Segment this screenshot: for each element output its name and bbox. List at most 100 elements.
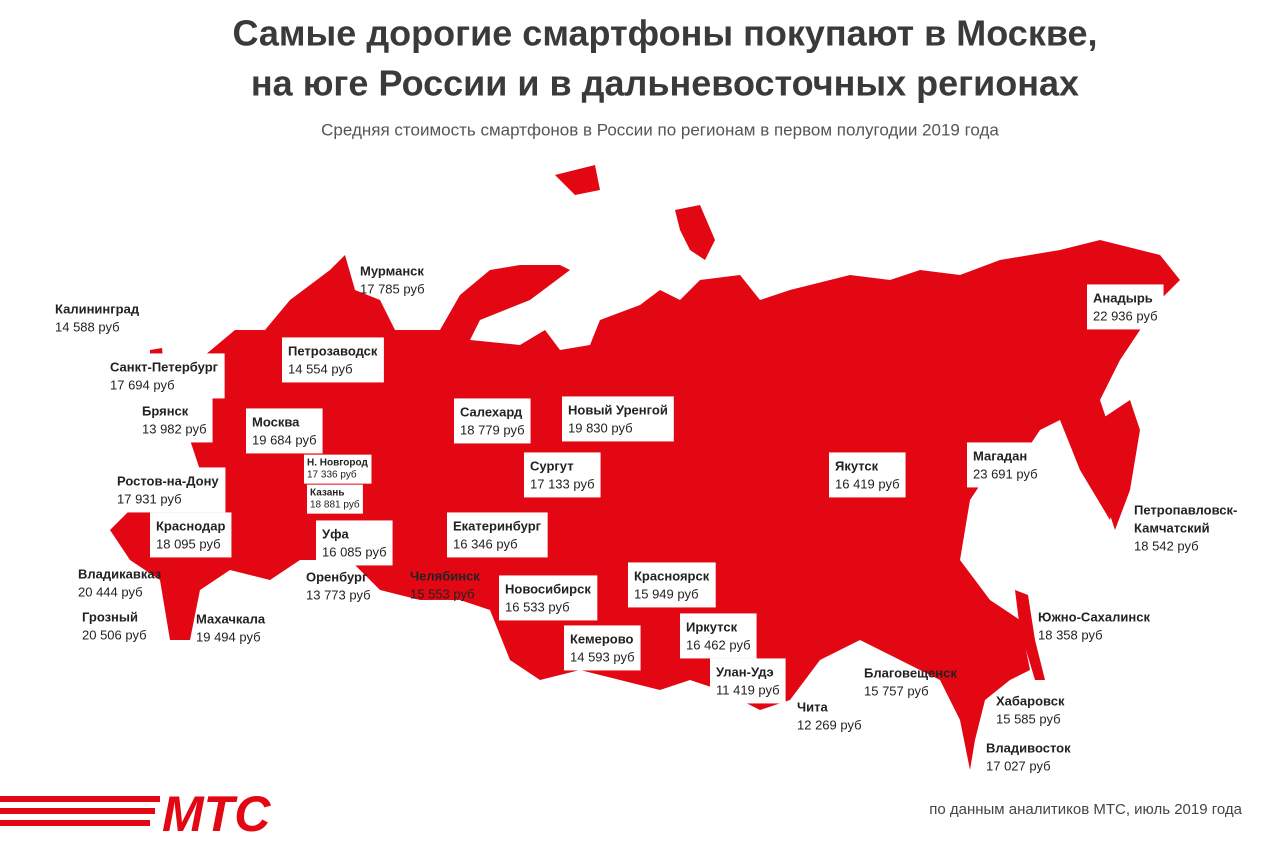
city-name: Махачкала [196,611,266,626]
city-label: Уфа 16 085 руб [316,520,393,566]
label-box [307,484,363,514]
label-box [454,398,531,444]
label-box [829,452,906,498]
city-name: Брянск [142,403,189,418]
city-label: Брянск 13 982 руб [136,397,213,443]
city-name: Сургут [530,458,574,473]
city-price: 14 554 руб [288,361,353,376]
label-box [447,512,548,558]
city-label: Южно-Сахалинск 18 358 руб [1038,609,1150,642]
title-line: на юге России и в дальневосточных регион… [251,63,1079,104]
city-label: Краснодар 18 095 руб [150,512,232,558]
city-price: 17 931 руб [117,491,182,506]
city-name: Анадырь [1093,290,1153,305]
city-price: 20 444 руб [78,584,143,599]
city-price: 15 757 руб [864,683,929,698]
city-label: Чита 12 269 руб [797,699,862,732]
city-price: 12 269 руб [797,717,862,732]
city-label: Ростов-на-Дону 17 931 руб [111,467,226,513]
city-label: Благовещенск 15 757 руб [864,665,957,698]
city-name: Краснодар [156,518,225,533]
city-label: Хабаровск 15 585 руб [996,693,1065,726]
city-name: Екатеринбург [453,518,542,533]
source: по данным аналитиков МТС, июль 2019 года [929,801,1242,818]
city-name: Уфа [322,526,349,541]
city-price: 16 346 руб [453,536,518,551]
city-name: Благовещенск [864,665,957,680]
city-price: 15 553 руб [410,586,475,601]
city-price: 18 881 руб [310,499,360,511]
city-label: Улан-Удэ 11 419 руб [710,658,786,704]
city-name: Казань [310,488,345,499]
city-label: Махачкала 19 494 руб [196,611,266,644]
city-name: Кемерово [570,631,634,646]
city-label: Магадан 23 691 руб [967,442,1044,488]
city-label: Петропавловск- Камчатский 18 542 руб [1134,502,1237,553]
label-box [499,575,598,621]
city-label: Новый Уренгой 19 830 руб [562,396,674,442]
city-name: Петрозаводск [288,343,378,358]
city-price: 16 085 руб [322,544,387,559]
title-line: Самые дорогие смартфоны покупают в Москв… [232,13,1097,54]
city-price: 17 694 руб [110,377,175,392]
sakhalin [1015,590,1045,680]
city-label: Иркутск 16 462 руб [680,613,757,659]
city-price: 16 419 руб [835,476,900,491]
label-box [710,658,786,704]
city-label: Оренбург 13 773 руб [306,569,371,602]
city-price: 22 936 руб [1093,308,1158,323]
logo-text: МТС [162,786,271,842]
city-name: Петропавловск- [1134,502,1237,517]
city-name: Якутск [835,458,879,473]
label-box [316,520,393,566]
label-box [150,512,232,558]
label-box [282,337,384,383]
label-box [628,562,716,608]
label-box [680,613,757,659]
label-box [111,467,226,513]
city-label: Владикавказ 20 444 руб [78,566,162,599]
city-price: 18 358 руб [1038,627,1103,642]
novaya-zemlya [675,205,715,260]
city-name: Новый Уренгой [568,402,668,417]
city-name: Грозный [82,609,138,624]
city-name: Улан-Удэ [716,664,774,679]
city-name: Мурманск [360,263,424,278]
city-label: Санкт-Петербург 17 694 руб [104,353,225,399]
city-name: Чита [797,699,828,714]
city-name: Владивосток [986,740,1071,755]
city-price: 11 419 руб [716,682,780,697]
city-name: Салехард [460,404,523,419]
subtitle: Средняя стоимость смартфонов в России по… [321,120,999,139]
label-box [304,454,372,484]
city-label: Петрозаводск 14 554 руб [282,337,384,383]
city-name: Иркутск [686,619,738,634]
russia [110,240,1180,770]
city-price: 16 533 руб [505,599,570,614]
label-box [562,396,674,442]
city-name: Оренбург [306,569,368,584]
logo-stripe [0,796,160,802]
city-price: 20 506 руб [82,627,147,642]
city-price: 17 785 руб [360,281,425,296]
city-name: Челябинск [410,568,480,583]
city-price: 16 462 руб [686,637,751,652]
label-box [524,452,601,498]
logo-stripe [0,820,150,826]
city-name: Магадан [973,448,1027,463]
city-name: Н. Новгород [307,458,368,469]
city-price: 19 830 руб [568,420,633,435]
city-price: 23 691 руб [973,466,1038,481]
city-name: Москва [252,414,300,429]
city-price: 14 593 руб [570,649,635,664]
city-label: Кемерово 14 593 руб [564,625,641,671]
city-price: 19 684 руб [252,432,317,447]
city-price: 18 095 руб [156,536,221,551]
label-box [246,408,323,454]
city-name: Калининград [55,301,140,316]
city-label: Москва 19 684 руб [246,408,323,454]
city-price: 19 494 руб [196,629,261,644]
city-name: Владикавказ [78,566,162,581]
